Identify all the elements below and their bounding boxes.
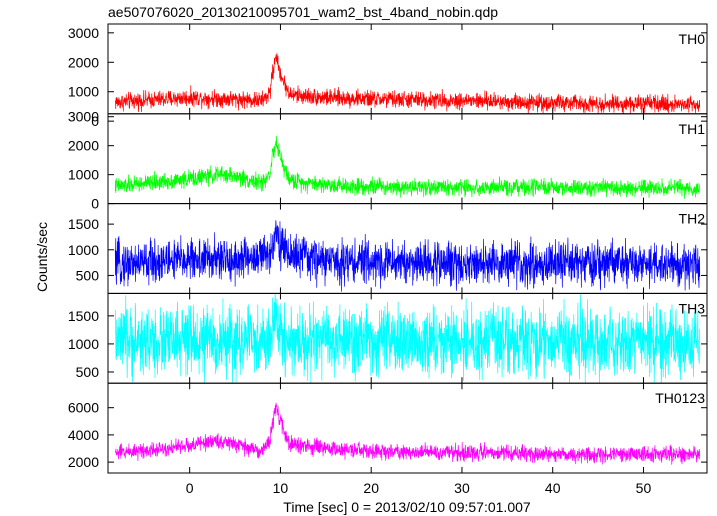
x-tick-label: 30 xyxy=(454,480,470,496)
y-tick-label: 2000 xyxy=(68,138,99,154)
series-line-th0 xyxy=(114,53,701,114)
series-line-th2 xyxy=(114,220,701,292)
panel-frame xyxy=(107,382,708,474)
panel-th3: 500 1000 1500 TH3 xyxy=(68,292,708,384)
y-tick-label: 1000 xyxy=(68,242,99,258)
x-tick-label: 40 xyxy=(545,480,561,496)
x-tick-label: 10 xyxy=(273,480,289,496)
x-tick-label: 0 xyxy=(186,480,194,496)
panel-label-th0: TH0 xyxy=(679,31,706,47)
y-tick-label: 500 xyxy=(76,267,100,283)
panel-label-th0123: TH0123 xyxy=(655,390,705,406)
y-tick-label: 0 xyxy=(91,113,99,129)
y-tick-label: 1000 xyxy=(68,336,99,352)
y-tick-label: 500 xyxy=(76,364,100,380)
y-tick-label: 0 xyxy=(91,196,99,212)
y-tick-label: 6000 xyxy=(68,400,99,416)
series-line-th3 xyxy=(114,293,701,384)
panel-th1: 0 1000 2000 3000 TH1 xyxy=(68,109,708,212)
panels: 0 1000 2000 3000 TH0 0 1000 2000 3000 TH1 500 1000 1… xyxy=(68,23,708,474)
y-tick-label: 1000 xyxy=(68,167,99,183)
x-tick-label: 20 xyxy=(363,480,379,496)
y-tick-label: 4000 xyxy=(68,427,99,443)
series-line-th1 xyxy=(114,136,701,199)
y-tick-label: 2000 xyxy=(68,454,99,470)
y-tick-label: 1000 xyxy=(68,84,99,100)
panel-label-th1: TH1 xyxy=(679,121,706,137)
y-tick-label: 3000 xyxy=(68,25,99,41)
x-axis-label: Time [sec] 0 = 2013/02/10 09:57:01.007 xyxy=(283,499,531,515)
series-line-th0123 xyxy=(114,402,701,465)
panel-label-th2: TH2 xyxy=(679,211,706,227)
panel-th0123: 2000 4000 6000 TH0123 xyxy=(68,382,708,474)
panel-label-th3: TH3 xyxy=(679,300,706,316)
chart-title: ae507076020_20130210095701_wam2_bst_4ban… xyxy=(108,4,498,20)
y-tick-label: 1500 xyxy=(68,308,99,324)
y-tick-label: 3000 xyxy=(68,109,99,125)
x-tick-label: 50 xyxy=(636,480,652,496)
y-tick-label: 2000 xyxy=(68,54,99,70)
y-axis-label: Counts/sec xyxy=(34,222,50,292)
panel-th2: 500 1000 1500 TH2 xyxy=(68,203,708,294)
panel-frame xyxy=(107,203,708,294)
x-axis: 0 10 20 30 40 50 xyxy=(186,480,652,496)
y-tick-label: 1500 xyxy=(68,216,99,232)
